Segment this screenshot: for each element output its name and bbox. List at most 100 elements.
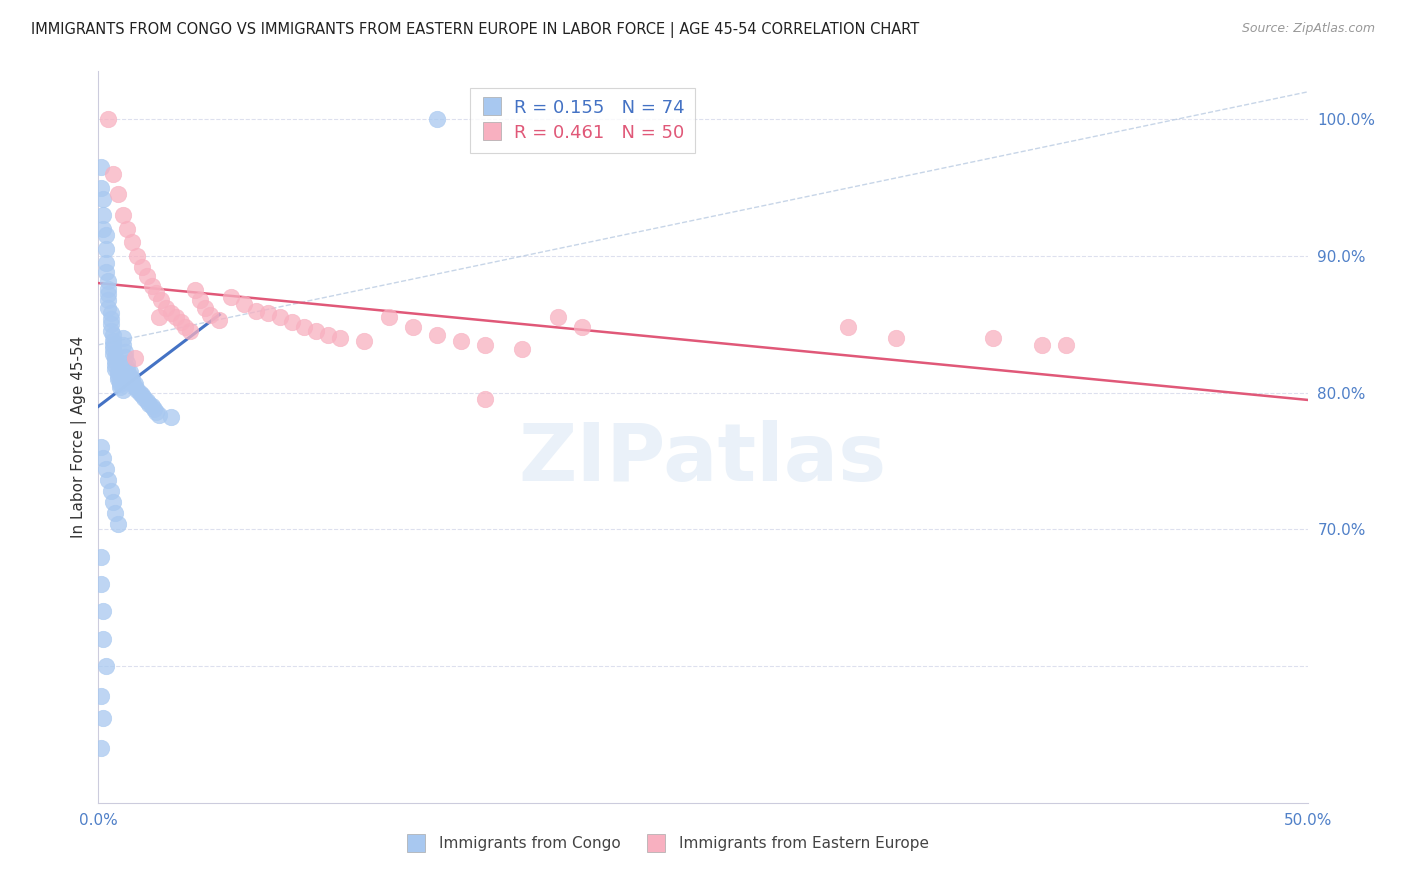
Point — [97, 473, 120, 487]
Point — [100, 311, 122, 326]
Point — [94, 659, 117, 673]
Point — [305, 324, 328, 338]
Point — [100, 306, 122, 320]
Point — [97, 112, 120, 127]
Point — [837, 320, 859, 334]
Point — [97, 274, 120, 288]
Point — [174, 320, 197, 334]
Point — [97, 293, 120, 307]
Point — [101, 328, 124, 343]
Point — [101, 338, 124, 352]
Point — [281, 314, 304, 328]
Point — [128, 385, 150, 400]
Point — [111, 208, 134, 222]
Point — [100, 318, 122, 332]
Point — [90, 160, 112, 174]
Point — [91, 711, 114, 725]
Point — [184, 283, 207, 297]
Point — [547, 310, 569, 325]
Point — [104, 354, 127, 368]
Point — [117, 361, 139, 376]
Point — [179, 324, 201, 338]
Point — [134, 391, 156, 405]
Point — [118, 365, 141, 379]
Point — [135, 393, 157, 408]
Point — [141, 279, 163, 293]
Point — [135, 269, 157, 284]
Point — [510, 342, 533, 356]
Point — [100, 484, 122, 499]
Point — [145, 405, 167, 419]
Point — [90, 440, 112, 454]
Point — [426, 328, 449, 343]
Point — [91, 632, 114, 646]
Point — [426, 112, 449, 127]
Point — [148, 408, 170, 422]
Point — [143, 402, 166, 417]
Point — [91, 208, 114, 222]
Point — [127, 249, 149, 263]
Point — [108, 377, 131, 392]
Point — [450, 334, 472, 348]
Point — [169, 314, 191, 328]
Point — [198, 308, 221, 322]
Y-axis label: In Labor Force | Age 45-54: In Labor Force | Age 45-54 — [72, 336, 87, 538]
Point — [131, 260, 153, 274]
Point — [111, 383, 134, 397]
Point — [107, 365, 129, 379]
Point — [124, 351, 146, 366]
Point — [160, 410, 183, 425]
Point — [97, 301, 120, 315]
Point — [91, 192, 114, 206]
Point — [121, 375, 143, 389]
Point — [208, 313, 231, 327]
Point — [118, 369, 141, 384]
Point — [886, 331, 908, 345]
Text: IMMIGRANTS FROM CONGO VS IMMIGRANTS FROM EASTERN EUROPE IN LABOR FORCE | AGE 45-: IMMIGRANTS FROM CONGO VS IMMIGRANTS FROM… — [31, 22, 920, 38]
Point — [94, 242, 117, 256]
Point — [114, 350, 136, 364]
Point — [1031, 338, 1053, 352]
Point — [107, 516, 129, 531]
Point — [141, 400, 163, 414]
Text: ZIPatlas: ZIPatlas — [519, 420, 887, 498]
Point — [160, 306, 183, 320]
Point — [104, 506, 127, 520]
Point — [353, 334, 375, 348]
Point — [111, 331, 134, 345]
Point — [90, 689, 112, 703]
Point — [402, 320, 425, 334]
Point — [571, 320, 593, 334]
Point — [104, 362, 127, 376]
Point — [124, 380, 146, 394]
Point — [108, 375, 131, 389]
Point — [292, 320, 315, 334]
Point — [111, 338, 134, 352]
Point — [474, 392, 496, 407]
Point — [97, 282, 120, 296]
Point — [108, 380, 131, 394]
Point — [91, 221, 114, 235]
Point — [101, 342, 124, 356]
Point — [121, 372, 143, 386]
Point — [101, 334, 124, 348]
Point — [90, 577, 112, 591]
Point — [155, 301, 177, 315]
Point — [101, 495, 124, 509]
Point — [90, 549, 112, 564]
Point — [145, 285, 167, 300]
Point — [101, 167, 124, 181]
Point — [188, 293, 211, 307]
Point — [100, 324, 122, 338]
Point — [90, 741, 112, 756]
Point — [117, 355, 139, 369]
Point — [316, 328, 339, 343]
Point — [90, 180, 112, 194]
Legend: Immigrants from Congo, Immigrants from Eastern Europe: Immigrants from Congo, Immigrants from E… — [398, 830, 935, 857]
Point — [148, 310, 170, 325]
Point — [114, 344, 136, 359]
Point — [94, 228, 117, 243]
Point — [91, 604, 114, 618]
Point — [269, 310, 291, 325]
Point — [121, 235, 143, 250]
